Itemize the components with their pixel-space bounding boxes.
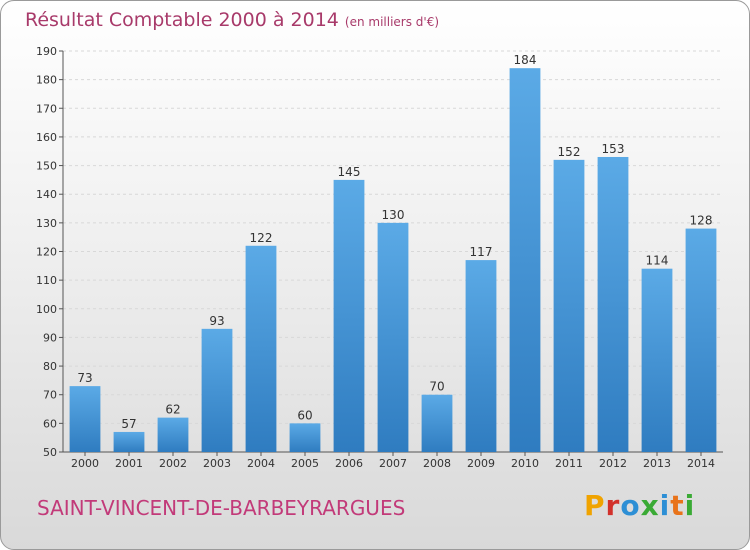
logo-letter: i bbox=[684, 489, 696, 522]
bar-value-label: 60 bbox=[297, 408, 312, 422]
y-tick-label: 140 bbox=[36, 188, 57, 201]
logo-letter: t bbox=[670, 489, 685, 522]
logo-letter: o bbox=[620, 489, 641, 522]
x-tick-label: 2014 bbox=[687, 457, 715, 470]
logo-letter: r bbox=[605, 489, 621, 522]
y-tick-label: 60 bbox=[43, 417, 57, 430]
x-tick-label: 2008 bbox=[423, 457, 451, 470]
y-tick-label: 170 bbox=[36, 102, 57, 115]
chart-title: Résultat Comptable 2000 à 2014 (en millie… bbox=[25, 9, 439, 31]
bar bbox=[245, 245, 277, 452]
bar-value-label: 62 bbox=[165, 403, 180, 417]
y-tick-label: 90 bbox=[43, 331, 57, 344]
bar-value-label: 114 bbox=[646, 254, 669, 268]
y-tick-label: 100 bbox=[36, 303, 57, 316]
logo-letter: x bbox=[640, 489, 660, 522]
y-tick-label: 110 bbox=[36, 274, 57, 287]
bar bbox=[685, 228, 717, 452]
x-tick-label: 2010 bbox=[511, 457, 539, 470]
x-tick-label: 2006 bbox=[335, 457, 363, 470]
bar-value-label: 122 bbox=[250, 231, 273, 245]
y-tick-label: 80 bbox=[43, 360, 57, 373]
bar bbox=[113, 431, 145, 452]
bar-value-label: 73 bbox=[77, 371, 92, 385]
logo-letter: P bbox=[584, 489, 606, 522]
logo-letter: i bbox=[659, 489, 671, 522]
x-tick-label: 2011 bbox=[555, 457, 583, 470]
y-tick-label: 150 bbox=[36, 160, 57, 173]
bar bbox=[509, 68, 541, 452]
bar-value-label: 93 bbox=[209, 314, 224, 328]
bar-value-label: 130 bbox=[382, 208, 405, 222]
chart-title-text: Résultat Comptable 2000 à 2014 bbox=[25, 9, 339, 31]
bar bbox=[157, 417, 189, 452]
x-tick-label: 2003 bbox=[203, 457, 231, 470]
x-tick-label: 2013 bbox=[643, 457, 671, 470]
y-tick-label: 70 bbox=[43, 389, 57, 402]
bar bbox=[641, 268, 673, 452]
proxiti-logo[interactable]: Proxiti bbox=[584, 489, 695, 522]
bar bbox=[377, 222, 409, 452]
chart-subtitle: (en milliers d'€) bbox=[344, 15, 440, 29]
y-tick-label: 130 bbox=[36, 217, 57, 230]
x-tick-label: 2002 bbox=[159, 457, 187, 470]
x-tick-label: 2007 bbox=[379, 457, 407, 470]
x-tick-label: 2000 bbox=[71, 457, 99, 470]
y-tick-label: 120 bbox=[36, 246, 57, 259]
bar-value-label: 184 bbox=[514, 53, 537, 67]
bars: 73 57 62 93 122 60 145 130 70 117 184 152 153 114 128 bbox=[69, 53, 717, 453]
bar bbox=[201, 328, 233, 452]
bar-value-label: 70 bbox=[429, 380, 444, 394]
bar-value-label: 145 bbox=[338, 165, 361, 179]
place-name: SAINT-VINCENT-DE-BARBEYRARGUES bbox=[37, 496, 406, 520]
y-tick-label: 160 bbox=[36, 131, 57, 144]
x-tick-labels: 2000 2001 2002 2003 2004 2005 2006 2007 2008 2009… bbox=[71, 457, 715, 470]
y-tick-label: 190 bbox=[36, 45, 57, 58]
bar bbox=[69, 386, 101, 452]
y-tick-label: 180 bbox=[36, 74, 57, 87]
x-tick-label: 2009 bbox=[467, 457, 495, 470]
bar bbox=[597, 156, 629, 452]
bar bbox=[465, 260, 497, 452]
bar-value-label: 57 bbox=[121, 417, 136, 431]
x-tick-label: 2005 bbox=[291, 457, 319, 470]
bar bbox=[553, 159, 585, 453]
x-tick-label: 2001 bbox=[115, 457, 143, 470]
bar-value-label: 152 bbox=[558, 145, 581, 159]
y-tick-labels: 50 60 70 80 90 100 110 120 130 140 150 160 170 180 190 bbox=[36, 45, 57, 459]
y-tick-label: 50 bbox=[43, 446, 57, 459]
bar bbox=[421, 394, 453, 452]
x-tick-label: 2004 bbox=[247, 457, 275, 470]
bar-value-label: 128 bbox=[690, 214, 713, 228]
bar bbox=[289, 423, 321, 452]
bar bbox=[333, 179, 365, 452]
bar-value-label: 153 bbox=[602, 142, 625, 156]
x-tick-label: 2012 bbox=[599, 457, 627, 470]
bar-value-label: 117 bbox=[470, 245, 493, 259]
